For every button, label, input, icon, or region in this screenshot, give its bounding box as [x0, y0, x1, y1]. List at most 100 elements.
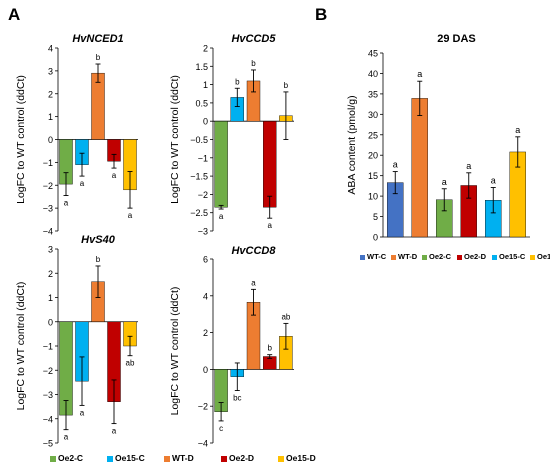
significance-letter: b	[284, 81, 289, 90]
chart-title: HvS40	[81, 234, 116, 246]
significance-letter: a	[515, 125, 520, 135]
y-tick-label: −1	[198, 153, 208, 163]
chart-title: HvCCD8	[231, 245, 276, 257]
chart-title: HvCCD5	[231, 33, 276, 45]
y-tick-label: −3	[43, 204, 53, 214]
y-axis-label: ABA content (pmol/g)	[346, 95, 358, 194]
y-tick-label: −2	[43, 366, 53, 376]
significance-letter: b	[251, 59, 256, 68]
legend-label: Oe2-C	[429, 252, 452, 261]
legend-label: Oe15-C	[499, 252, 526, 261]
y-tick-label: 25	[368, 130, 378, 140]
y-tick-label: 1.5	[195, 62, 208, 72]
significance-letter: ab	[281, 312, 290, 321]
y-tick-label: 3	[48, 245, 53, 255]
y-tick-label: −1	[43, 342, 53, 352]
chart-hvccd5: HvCCD5 LogFC to WT control (ddCt) −3 −2.5 −2…	[169, 33, 294, 237]
y-tick-label: 0	[373, 233, 378, 243]
y-tick-label: −4	[43, 414, 53, 424]
legend-swatch	[50, 456, 56, 462]
legend-label: WT-D	[172, 453, 194, 463]
significance-letter: bc	[233, 394, 241, 403]
significance-letter: c	[219, 424, 223, 433]
y-tick-label: 2	[203, 44, 208, 54]
y-tick-label: −3	[198, 227, 208, 237]
legend-label: Oe15-D	[537, 252, 550, 261]
legend-swatch	[221, 456, 227, 462]
significance-letter: ab	[126, 359, 135, 368]
y-tick-label: 4	[48, 44, 53, 54]
legend-label: Oe2-C	[58, 453, 83, 463]
panel-label-a: A	[8, 5, 20, 24]
significance-letter: b	[96, 255, 101, 264]
y-axis-label: LogFC to WT control (ddCt)	[169, 75, 181, 204]
legend-label: Oe2-D	[464, 252, 487, 261]
chart-hvccd8: HvCCD8 LogFC to WT control (ddCt) −4 −2 0 2 4 6…	[169, 245, 294, 449]
y-tick-label: −2.5	[190, 208, 208, 218]
significance-letter: a	[393, 160, 398, 170]
significance-letter: a	[64, 433, 69, 442]
legend-swatch	[278, 456, 284, 462]
significance-letter: a	[491, 176, 496, 186]
chart-title: HvNCED1	[72, 33, 123, 45]
y-tick-label: −4	[43, 227, 53, 237]
y-tick-label: 10	[368, 192, 378, 202]
significance-letter: a	[128, 211, 133, 220]
y-tick-label: 0	[48, 317, 53, 327]
y-tick-label: 3	[48, 66, 53, 76]
significance-letter: b	[267, 344, 272, 353]
legend-swatch	[360, 255, 365, 260]
significance-letter: a	[80, 408, 85, 417]
y-axis-label: LogFC to WT control (ddCt)	[15, 282, 27, 411]
y-tick-label: 0.5	[195, 98, 208, 108]
y-tick-label: −2	[198, 190, 208, 200]
y-tick-label: −1	[43, 158, 53, 168]
significance-letter: a	[112, 171, 117, 180]
chart-title: 29 DAS	[437, 33, 476, 45]
y-axis-label: LogFC to WT control (ddCt)	[169, 287, 181, 416]
significance-letter: b	[96, 53, 101, 62]
y-tick-label: 5	[373, 212, 378, 222]
bar-wt-d	[411, 98, 428, 238]
y-tick-label: 0	[203, 365, 208, 375]
y-tick-label: 40	[368, 69, 378, 79]
bar-oe2-c	[214, 120, 228, 208]
y-tick-label: 1	[48, 293, 53, 303]
legend-a: Oe2-C Oe15-C WT-D Oe2-D Oe15-D	[50, 453, 316, 463]
legend-label: Oe2-D	[229, 453, 254, 463]
significance-letter: a	[251, 278, 256, 287]
bar-oe2-d	[263, 120, 277, 208]
legend-b: WT-C WT-D Oe2-C Oe2-D Oe15-C Oe15-D	[360, 252, 550, 261]
significance-letter: a	[267, 221, 272, 230]
significance-letter: b	[235, 77, 240, 86]
significance-letter: a	[466, 161, 471, 171]
y-tick-label: 1	[203, 80, 208, 90]
legend-label: WT-C	[367, 252, 387, 261]
y-tick-label: −1.5	[190, 172, 208, 182]
legend-label: Oe15-C	[115, 453, 145, 463]
y-tick-label: −2	[43, 181, 53, 191]
legend-swatch	[422, 255, 427, 260]
y-tick-label: 20	[368, 151, 378, 161]
y-tick-label: 15	[368, 171, 378, 181]
y-tick-label: 1	[48, 112, 53, 122]
legend-swatch	[164, 456, 170, 462]
y-tick-label: −2	[198, 402, 208, 412]
y-tick-label: 30	[368, 110, 378, 120]
significance-letter: a	[64, 199, 69, 208]
legend-label: WT-D	[398, 252, 418, 261]
legend-swatch	[391, 255, 396, 260]
y-tick-label: 45	[368, 49, 378, 59]
y-tick-label: 4	[203, 291, 208, 301]
significance-letter: a	[442, 177, 447, 187]
chart-aba-content: 29 DAS ABA content (pmol/g) 0 5 10 15 20 25 30 35…	[346, 33, 530, 243]
significance-letter: a	[417, 69, 422, 79]
bar-wt-d	[91, 72, 105, 140]
legend-swatch	[107, 456, 113, 462]
significance-letter: a	[80, 179, 85, 188]
y-tick-label: 0	[48, 135, 53, 145]
y-tick-label: 6	[203, 255, 208, 265]
significance-letter: a	[112, 427, 117, 436]
y-tick-label: 0	[203, 117, 208, 127]
